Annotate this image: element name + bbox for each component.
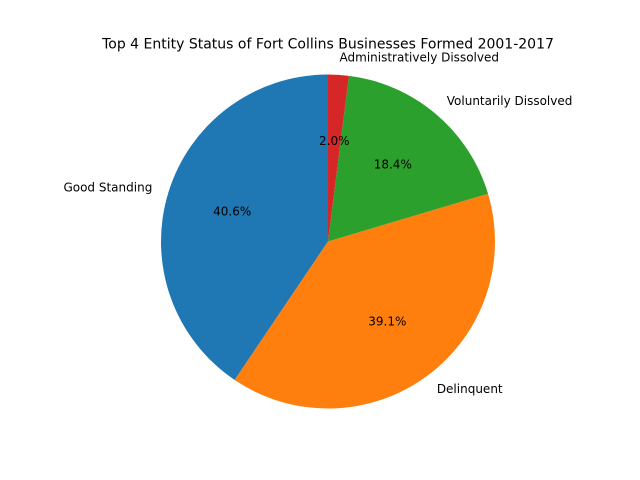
- slice-percent-label: 2.0%: [319, 134, 350, 148]
- pie-labels: Good Standing 40.6% Delinquent 39.1% Volunta…: [63, 51, 572, 396]
- slice-percent-label: 18.4%: [374, 158, 412, 172]
- slice-label: Administratively Dissolved: [340, 51, 499, 65]
- pie-slice-administratively-dissolved: [328, 74, 349, 242]
- slice-label: Delinquent: [437, 382, 503, 396]
- slice-percent-label: 40.6%: [213, 205, 251, 219]
- slice-label: Good Standing: [63, 180, 152, 194]
- pie-slice-delinquent: [234, 193, 496, 409]
- slice-percent-label: 39.1%: [368, 315, 406, 329]
- chart-title: Top 4 Entity Status of Fort Collins Busi…: [101, 37, 554, 53]
- pie-slice-good-standing: [161, 74, 328, 380]
- pie-slices: [161, 74, 496, 409]
- pie-slice-voluntarily-dissolved: [328, 75, 489, 242]
- slice-label: Voluntarily Dissolved: [447, 94, 573, 108]
